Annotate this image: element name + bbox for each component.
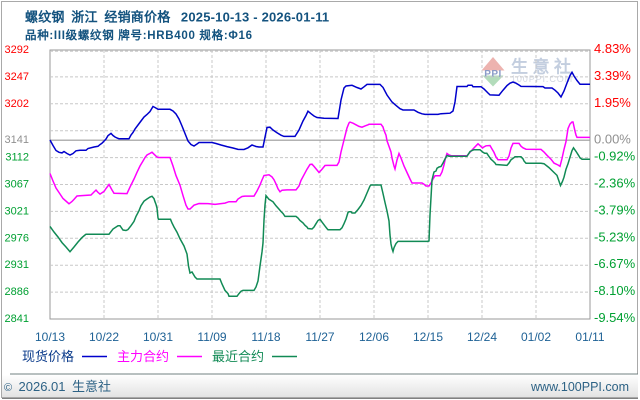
svg-text:螺纹钢 浙江 经销商价格 2025-10-13 - 202: 螺纹钢 浙江 经销商价格 2025-10-13 - 2026-01-11	[25, 10, 329, 25]
svg-text:01/02: 01/02	[521, 330, 551, 344]
svg-text:12/15: 12/15	[413, 330, 443, 344]
svg-text:-0.92%: -0.92%	[594, 149, 636, 164]
svg-text:主力合约: 主力合约	[117, 349, 169, 364]
svg-text:3202: 3202	[5, 98, 29, 110]
svg-text:-2.36%: -2.36%	[594, 176, 636, 191]
svg-text:1.95%: 1.95%	[594, 95, 631, 110]
svg-text:100PPI.COM: 100PPI.COM	[511, 74, 573, 84]
svg-text:3.39%: 3.39%	[594, 68, 631, 83]
svg-text:2976: 2976	[5, 232, 29, 244]
svg-text:12/24: 12/24	[467, 330, 497, 344]
svg-text:10/22: 10/22	[89, 330, 119, 344]
svg-text:12/06: 12/06	[359, 330, 389, 344]
svg-text:11/27: 11/27	[305, 330, 334, 344]
svg-text:生意社: 生意社	[511, 57, 576, 77]
svg-text:-5.23%: -5.23%	[594, 229, 636, 244]
svg-text:现货价格: 现货价格	[22, 349, 74, 364]
svg-text:3292: 3292	[5, 44, 29, 56]
svg-text:品种:III级螺纹钢 牌号:HRB400 规格:Φ16: 品种:III级螺纹钢 牌号:HRB400 规格:Φ16	[25, 28, 253, 42]
svg-text:3247: 3247	[5, 71, 29, 83]
svg-text:2841: 2841	[5, 313, 29, 325]
svg-text:3021: 3021	[5, 205, 29, 217]
svg-text:2886: 2886	[5, 286, 29, 298]
svg-text:11/18: 11/18	[251, 330, 280, 344]
svg-text:2931: 2931	[5, 259, 29, 271]
svg-text:11/09: 11/09	[197, 330, 226, 344]
svg-text:www.100PPI.com: www.100PPI.com	[530, 380, 629, 394]
svg-text:10/13: 10/13	[35, 330, 65, 344]
svg-text:PPI: PPI	[484, 69, 502, 80]
svg-text:-8.10%: -8.10%	[594, 283, 636, 298]
svg-text:3067: 3067	[5, 179, 29, 191]
svg-text:10/31: 10/31	[143, 330, 173, 344]
svg-text:最近合约: 最近合约	[212, 349, 264, 364]
svg-text:01/11: 01/11	[575, 330, 604, 344]
svg-text:-3.79%: -3.79%	[594, 202, 636, 217]
svg-text:4.83%: 4.83%	[594, 41, 631, 56]
svg-text:0.00%: 0.00%	[594, 132, 631, 147]
svg-text:3141: 3141	[5, 134, 29, 146]
svg-text:3112: 3112	[5, 152, 29, 164]
svg-text:-6.67%: -6.67%	[594, 256, 636, 271]
svg-text:-9.54%: -9.54%	[594, 310, 636, 325]
